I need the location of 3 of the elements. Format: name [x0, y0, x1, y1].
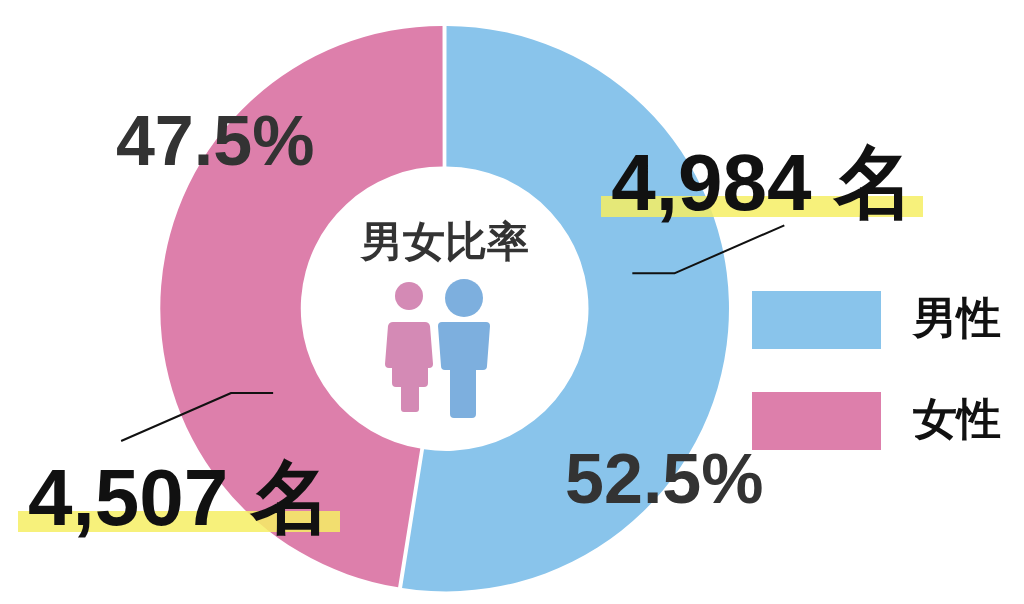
legend-label: 女性	[913, 394, 1001, 444]
text: 男女比率	[358, 218, 529, 266]
legend-label: 男性	[911, 293, 1001, 343]
